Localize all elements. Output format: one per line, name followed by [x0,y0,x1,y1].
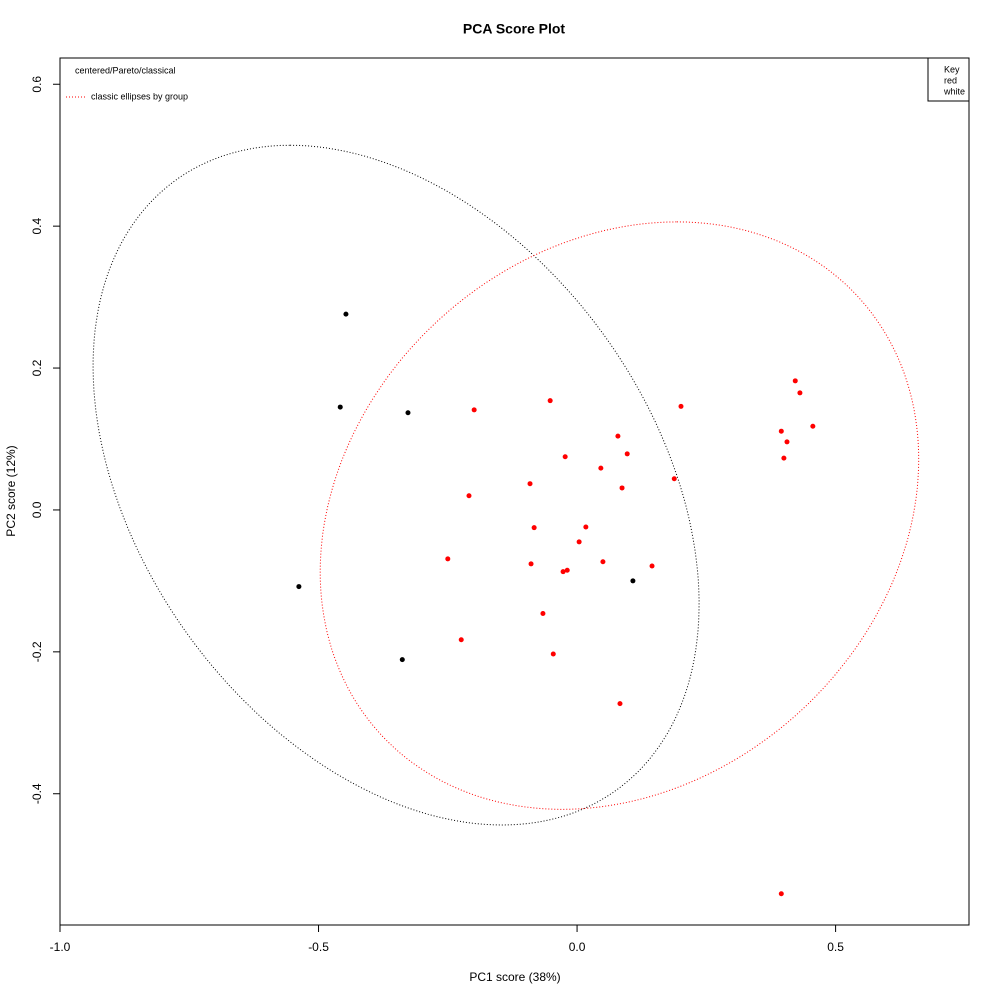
point [600,559,606,565]
x-tick-label: 0.0 [569,940,586,954]
point [337,404,343,410]
point [531,525,537,531]
point [778,428,784,434]
legend-entry: red [944,75,957,85]
plot-frame [59,57,970,926]
y-tick-label: -0.2 [30,641,44,662]
point [343,311,349,317]
point [615,433,621,439]
x-tick-label: -0.5 [308,940,329,954]
point [598,465,604,471]
point [550,651,556,657]
point [466,493,472,499]
point [458,637,464,643]
point [564,567,570,573]
y-tick-label: 0.4 [30,217,44,234]
y-tick-label: 0.2 [30,359,44,376]
y-tick-label: 0.0 [30,501,44,518]
point [671,476,677,482]
point [471,407,477,413]
x-axis-label: PC1 score (38%) [469,970,560,984]
point [527,481,533,487]
point [810,423,816,429]
point [562,454,568,460]
point [445,556,451,562]
point [399,657,405,663]
y-axis-label: PC2 score (12%) [4,445,18,536]
point [784,439,790,445]
x-tick-label: -1.0 [50,940,71,954]
point [624,451,630,457]
point [678,403,684,409]
chart-title: PCA Score Plot [463,21,566,37]
point [797,390,803,396]
x-tick-label: 0.5 [827,940,844,954]
point [405,410,411,416]
point [619,485,625,491]
point [778,891,784,897]
annotation: centered/Pareto/classical [75,65,176,75]
ellipse-label: classic ellipses by group [91,91,188,101]
point [792,378,798,384]
ellipse [92,144,700,826]
point [583,524,589,530]
point [540,611,546,617]
point [547,398,553,404]
y-tick-label: -0.4 [30,783,44,804]
point [576,539,582,545]
point [617,701,623,707]
point [528,561,534,567]
point [560,569,566,575]
point [649,563,655,569]
point [630,578,636,584]
point [296,584,302,590]
legend-title: Key [944,64,960,74]
point [781,455,787,461]
y-tick-label: 0.6 [30,76,44,93]
legend-entry: white [943,86,965,96]
legend-box [927,57,970,102]
